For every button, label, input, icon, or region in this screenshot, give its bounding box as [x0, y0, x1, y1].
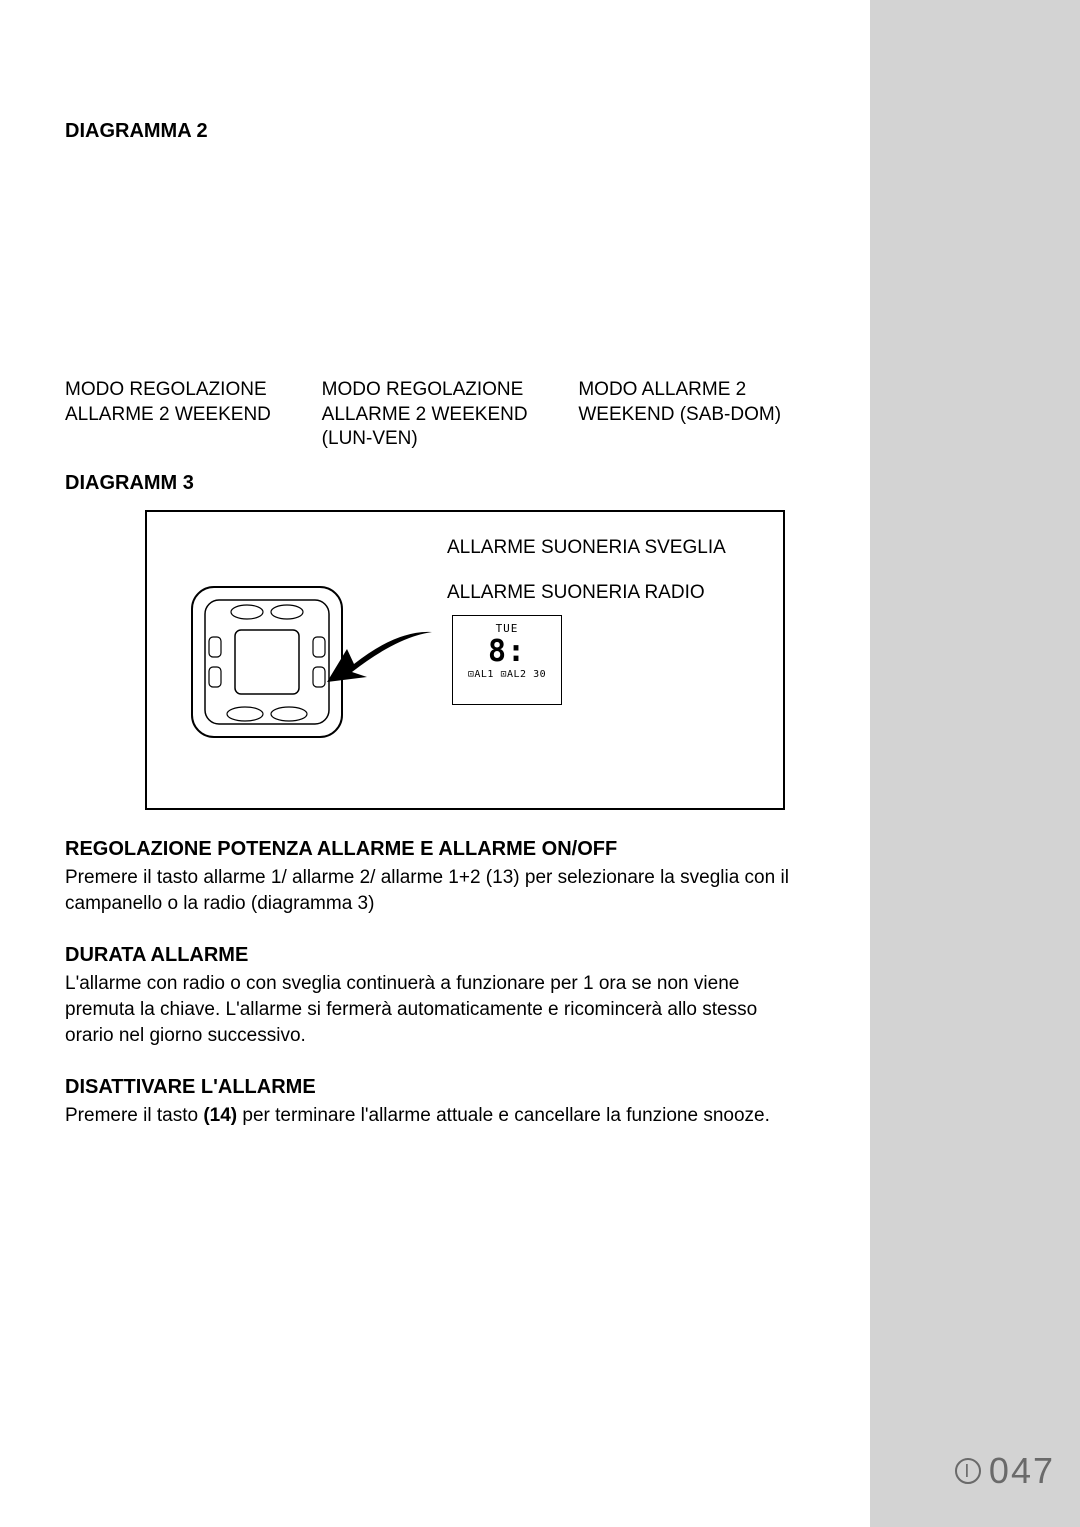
page-number: I 047 — [955, 1450, 1055, 1492]
mode-label-3: MODO ALLARME 2 WEEKEND (SAB-DOM) — [578, 378, 805, 452]
lcd-day: TUE — [453, 616, 561, 635]
section-body-1: Premere il tasto allarme 1/ allarme 2/ a… — [65, 865, 805, 916]
device-sketch — [187, 582, 347, 742]
mode-label-1: MODO REGOLAZIONE ALLARME 2 WEEKEND — [65, 378, 292, 452]
right-margin-strip — [870, 0, 1080, 1527]
pointer-arrow-icon — [327, 627, 437, 697]
diagram3-label-radio: ALLARME SUONERIA RADIO — [447, 582, 705, 604]
info-circle-icon: I — [955, 1458, 981, 1484]
page-content: DIAGRAMMA 2 MODO REGOLAZIONE ALLARME 2 W… — [0, 0, 870, 1527]
lcd-time: 8: — [453, 637, 561, 667]
section-disattivare: DISATTIVARE L'ALLARME Premere il tasto (… — [65, 1076, 805, 1129]
section-title-1: REGOLAZIONE POTENZA ALLARME E ALLARME ON… — [65, 838, 805, 861]
section-durata: DURATA ALLARME L'allarme con radio o con… — [65, 944, 805, 1048]
diagram3-label-sveglia: ALLARME SUONERIA SVEGLIA — [447, 537, 726, 559]
section-title-2: DURATA ALLARME — [65, 944, 805, 967]
diagram-3-title: DIAGRAMM 3 — [65, 472, 805, 495]
mode-label-2: MODO REGOLAZIONE ALLARME 2 WEEKEND (LUN-… — [322, 378, 549, 452]
section-body-3: Premere il tasto (14) per terminare l'al… — [65, 1103, 805, 1129]
lcd-sub: ⊡AL1 ⊡AL2 30 — [453, 669, 561, 680]
mode-labels-row: MODO REGOLAZIONE ALLARME 2 WEEKEND MODO … — [65, 378, 805, 452]
section-body-2: L'allarme con radio o con sveglia contin… — [65, 971, 805, 1048]
lcd-panel: TUE 8: ⊡AL1 ⊡AL2 30 — [452, 615, 562, 705]
section-regolazione: REGOLAZIONE POTENZA ALLARME E ALLARME ON… — [65, 838, 805, 916]
diagram-2-title: DIAGRAMMA 2 — [65, 120, 805, 143]
s3-bold: (14) — [203, 1105, 237, 1126]
s3-post: per terminare l'allarme attuale e cancel… — [237, 1105, 770, 1126]
section-title-3: DISATTIVARE L'ALLARME — [65, 1076, 805, 1099]
page-root: DIAGRAMMA 2 MODO REGOLAZIONE ALLARME 2 W… — [0, 0, 1080, 1527]
diagram-3-box: ALLARME SUONERIA SVEGLIA ALLARME SUONERI… — [145, 510, 785, 810]
page-number-value: 047 — [989, 1450, 1055, 1492]
s3-pre: Premere il tasto — [65, 1105, 203, 1126]
